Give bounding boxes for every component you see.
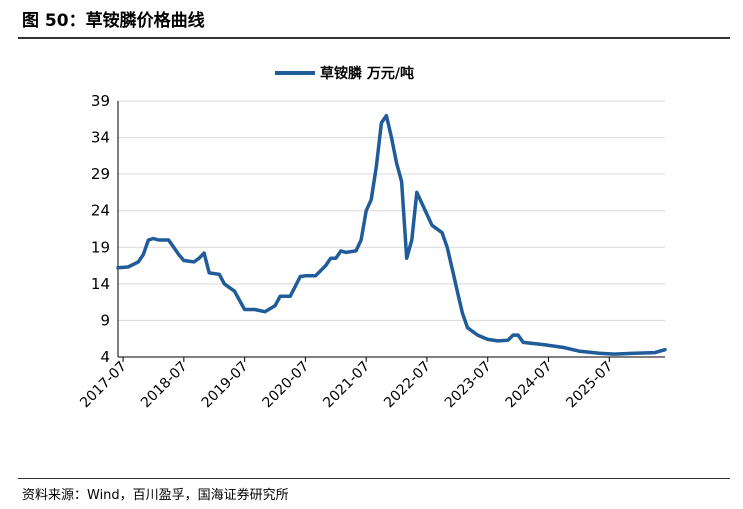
x-tick-label: 2024-07 (503, 359, 556, 412)
x-tick-label: 2025-07 (563, 359, 616, 412)
gridlines (118, 100, 665, 321)
bottom-rule (18, 478, 730, 479)
axes: 4 9 14 19 24 29 34 39 2017-07 2018-07 2019-07 2020-… (77, 92, 665, 411)
y-tick-label: 14 (91, 275, 110, 293)
source-note: 资料来源：Wind，百川盈孚，国海证券研究所 (22, 488, 289, 503)
figure-title: 图 50：草铵膦价格曲线 (22, 11, 205, 31)
y-tick-label: 39 (91, 92, 110, 110)
y-tick-label: 34 (91, 129, 110, 147)
legend: 草铵膦 万元/吨 (275, 65, 414, 82)
x-tick-label: 2022-07 (381, 359, 434, 412)
x-tick-label: 2023-07 (442, 359, 495, 412)
y-tick-label: 4 (100, 348, 110, 366)
y-tick-label: 9 (100, 311, 110, 329)
series-layer (116, 113, 667, 356)
x-tick-label: 2020-07 (260, 359, 313, 412)
y-tick-label: 19 (91, 238, 110, 256)
series-line (116, 113, 667, 356)
x-tick-label: 2019-07 (199, 359, 252, 412)
x-tick-label: 2017-07 (77, 359, 130, 412)
x-tick-label: 2021-07 (320, 359, 373, 412)
top-rule (18, 37, 730, 39)
legend-label: 草铵膦 万元/吨 (320, 65, 414, 82)
x-tick-label: 2018-07 (138, 359, 191, 412)
price-line-chart: 4 9 14 19 24 29 34 39 2017-07 2018-07 2019-07 2020-… (77, 65, 667, 411)
y-tick-label: 24 (91, 202, 110, 220)
y-tick-label: 29 (91, 165, 110, 183)
